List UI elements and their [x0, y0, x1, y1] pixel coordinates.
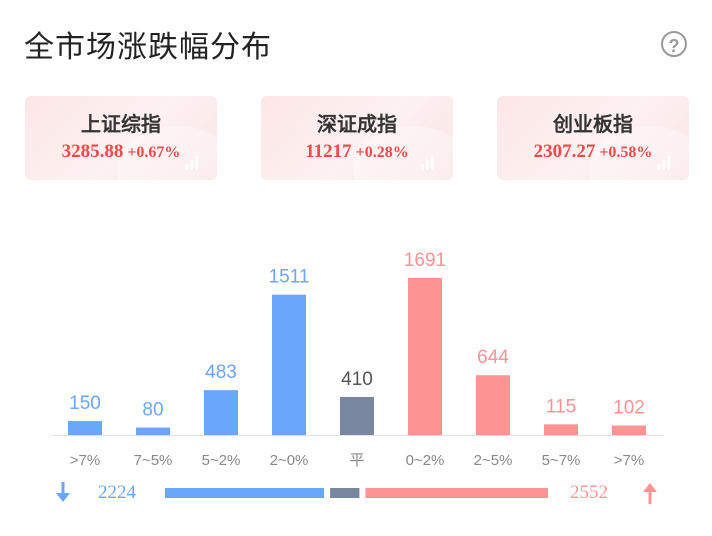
card-chart-icon	[667, 156, 670, 170]
card-chart-icon	[662, 160, 665, 170]
x-tick-label: 5~2%	[202, 452, 241, 469]
up-proportion-bar	[365, 488, 548, 498]
index-card-sh[interactable]: 上证综指 3285.88 +0.67%	[25, 96, 217, 180]
index-change: +0.58%	[599, 144, 653, 161]
index-price: 3285.88	[61, 141, 124, 162]
card-chart-icon	[185, 164, 188, 170]
index-name: 深证成指	[317, 114, 397, 136]
bar-5	[340, 396, 374, 435]
bar-4	[272, 294, 306, 435]
bar-7	[476, 375, 510, 435]
index-price: 2307.27	[533, 141, 596, 162]
bar-value-label: 115	[546, 396, 576, 417]
down-count: 2224	[98, 482, 136, 503]
flat-proportion-bar	[330, 488, 360, 498]
bar-2	[136, 427, 170, 435]
index-card-sz[interactable]: 深证成指 11217 +0.28%	[261, 96, 453, 180]
x-tick-label: >7%	[614, 452, 644, 469]
bar-value-label: 1691	[404, 250, 446, 271]
index-price: 11217	[305, 141, 352, 162]
x-tick-label: 2~0%	[270, 452, 309, 469]
bar-value-label: 1511	[269, 267, 310, 288]
index-name: 创业板指	[553, 114, 633, 136]
x-tick-label: 7~5%	[134, 452, 173, 469]
x-tick-label: >7%	[70, 452, 100, 469]
bar-value-label: 150	[69, 393, 101, 414]
card-chart-icon	[657, 164, 660, 170]
x-tick-label: 平	[349, 452, 364, 469]
bar-value-label: 80	[142, 400, 163, 421]
x-tick-label: 5~7%	[542, 452, 581, 469]
card-chart-icon	[195, 156, 198, 170]
index-change: +0.67%	[127, 144, 181, 161]
card-chart-icon	[426, 160, 429, 170]
bar-3	[204, 390, 238, 435]
help-icon[interactable]: ?	[661, 31, 687, 57]
bar-9	[612, 425, 646, 435]
x-tick-label: 0~2%	[406, 452, 445, 469]
index-name: 上证综指	[81, 114, 161, 136]
bar-value-label: 483	[205, 362, 237, 383]
page-title: 全市场涨跌幅分布	[24, 31, 272, 64]
card-chart-icon	[431, 156, 434, 170]
bar-value-label: 102	[613, 398, 645, 419]
card-chart-icon	[421, 164, 424, 170]
bar-value-label: 644	[477, 347, 509, 368]
arrow-down-icon-head	[56, 493, 70, 502]
index-change: +0.28%	[355, 144, 409, 161]
arrow-up-icon-head	[643, 483, 657, 492]
up-count: 2552	[570, 482, 608, 503]
bar-value-label: 410	[341, 369, 373, 390]
card-chart-icon	[190, 160, 193, 170]
bar-1	[68, 421, 102, 435]
down-proportion-bar	[165, 488, 325, 498]
bar-6	[408, 278, 442, 435]
x-tick-label: 2~5%	[474, 452, 513, 469]
bar-8	[544, 424, 578, 435]
